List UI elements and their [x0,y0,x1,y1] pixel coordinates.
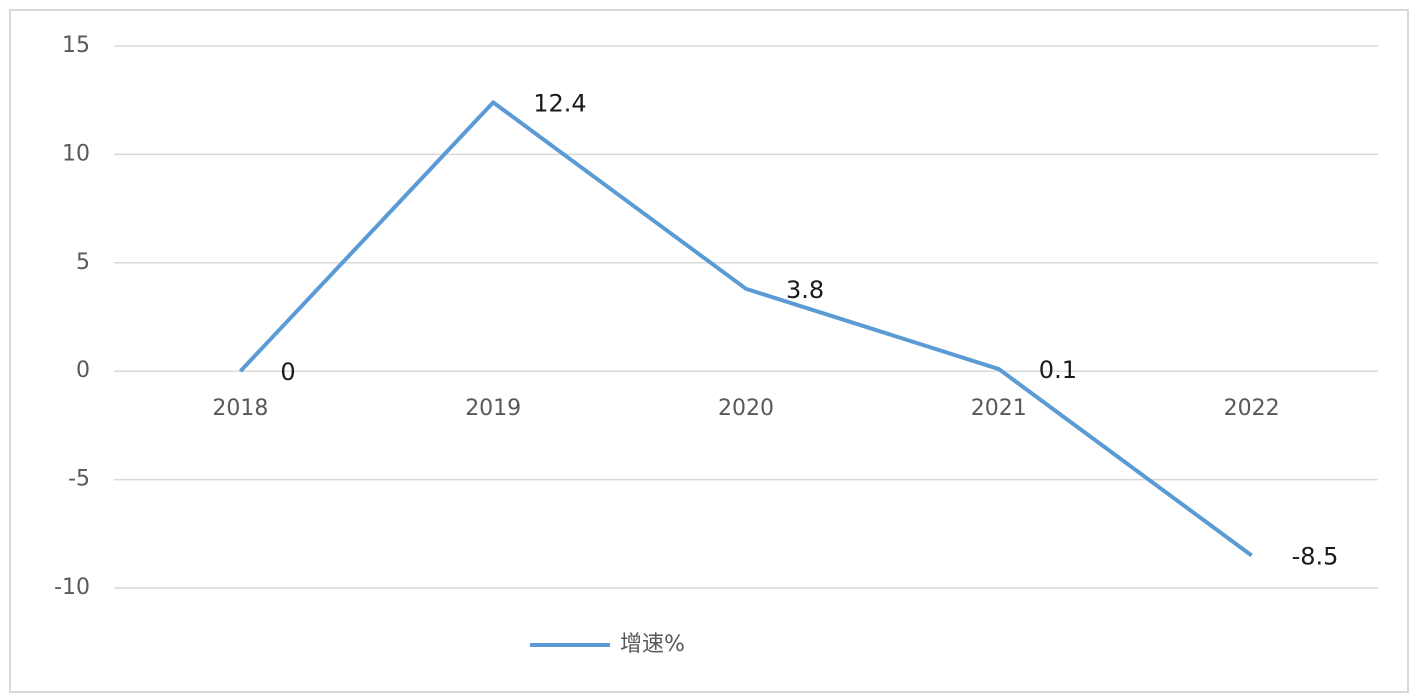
x-tick-label: 2018 [212,396,268,421]
y-tick-label: 10 [62,141,90,166]
x-tick-label: 2022 [1224,396,1280,421]
x-tick-label: 2020 [718,396,774,421]
y-tick-label: -5 [68,467,90,492]
y-tick-label: 5 [76,250,90,275]
y-tick-label: 15 [62,33,90,58]
data-label: 0.1 [1039,356,1077,384]
data-label: 0 [280,358,295,386]
data-label: 12.4 [533,89,586,117]
x-tick-label: 2019 [465,396,521,421]
series-line [238,100,1253,558]
x-tick-label: 2021 [971,396,1027,421]
data-label: -8.5 [1292,542,1339,570]
data-label: 3.8 [786,276,824,304]
chart-border [9,9,1409,693]
legend-label: 增速% [620,632,685,657]
y-tick-label: 0 [76,358,90,383]
y-tick-label: -10 [54,575,90,600]
